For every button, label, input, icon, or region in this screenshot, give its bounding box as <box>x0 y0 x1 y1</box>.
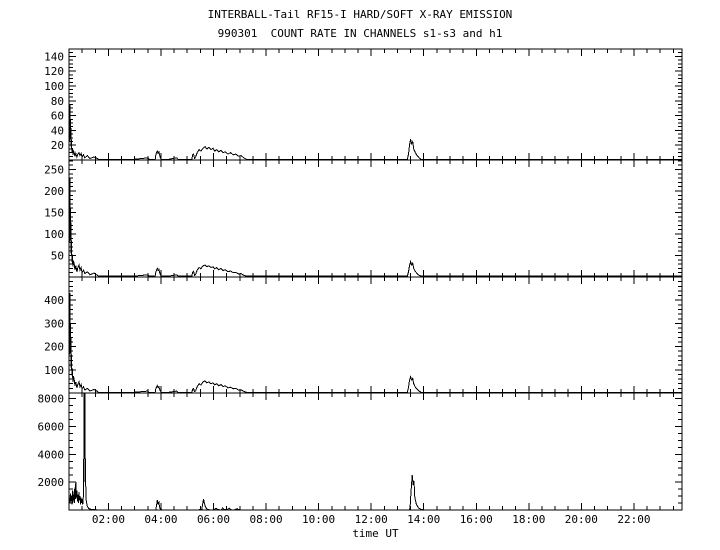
panel-s3: 100 200 300 400 <box>44 276 683 394</box>
series-s1 <box>68 104 682 160</box>
panel-frame-h1 <box>68 392 683 511</box>
x-tick-label: 18:00 <box>512 513 545 526</box>
panel-h1: 2000 4000 6000 8000 <box>38 392 683 511</box>
y-tick-label-h1: 6000 <box>38 420 65 433</box>
x-tick-label: 22:00 <box>617 513 650 526</box>
panel-frame-s2 <box>68 159 683 278</box>
y-tick-label-h1: 2000 <box>38 476 65 489</box>
panel-s3-xticks <box>81 277 674 393</box>
panel-s2-yticks <box>69 160 682 274</box>
series-s2 <box>68 178 682 277</box>
y-tick-label-h1: 4000 <box>38 448 65 461</box>
x-tick-label: 16:00 <box>460 513 493 526</box>
x-tick-label: 20:00 <box>565 513 598 526</box>
y-tick-label-s3: 300 <box>44 317 64 330</box>
y-tick-label-s2: 50 <box>51 249 64 262</box>
x-axis-title: time UT <box>352 527 399 540</box>
y-tick-label-s2: 100 <box>44 228 64 241</box>
y-tick-label-h1: 8000 <box>38 393 65 406</box>
series-s3 <box>68 293 682 393</box>
y-tick-label-s1: 100 <box>44 80 64 93</box>
x-tick-label: 08:00 <box>250 513 283 526</box>
y-tick-label-s3: 100 <box>44 364 64 377</box>
y-tick-label-s1: 60 <box>51 110 64 123</box>
panel-s3-yticks <box>69 281 682 389</box>
panel-s1-yticks <box>69 52 682 157</box>
panel-h1-yticks <box>69 398 682 504</box>
y-tick-label-s2: 150 <box>44 206 64 219</box>
x-tick-label: 06:00 <box>197 513 230 526</box>
series-h1 <box>68 392 682 511</box>
y-tick-label-s1: 140 <box>44 50 64 63</box>
y-tick-label-s1: 80 <box>51 95 64 108</box>
x-tick-labels: 02:00 04:00 06:00 08:00 10:00 12:00 14:00 16:00… <box>92 513 651 526</box>
y-tick-label-s2: 250 <box>44 163 64 176</box>
x-tick-label: 02:00 <box>92 513 125 526</box>
x-tick-label: 14:00 <box>407 513 440 526</box>
y-tick-label-s3: 200 <box>44 341 64 354</box>
y-tick-label-s3: 400 <box>44 294 64 307</box>
panel-s1-xticks <box>81 49 674 160</box>
x-tick-label: 04:00 <box>144 513 177 526</box>
panel-s2-xticks <box>81 160 674 277</box>
chart-subtitle: 990301 COUNT RATE IN CHANNELS s1-s3 and … <box>217 27 503 40</box>
panel-s2: 50 100 150 200 250 <box>44 159 683 278</box>
y-tick-label-s1: 20 <box>51 139 64 152</box>
panel-h1-xticks <box>81 393 674 510</box>
chart-title: INTERBALL-Tail RF15-I HARD/SOFT X-RAY EM… <box>207 8 513 21</box>
y-tick-label-s1: 40 <box>51 124 64 137</box>
y-tick-label-s2: 200 <box>44 185 64 198</box>
panel-frame-s1 <box>68 48 683 161</box>
x-tick-label: 12:00 <box>355 513 388 526</box>
x-tick-label: 10:00 <box>302 513 335 526</box>
y-tick-label-s1: 120 <box>44 65 64 78</box>
panel-frame-s3 <box>68 276 683 394</box>
